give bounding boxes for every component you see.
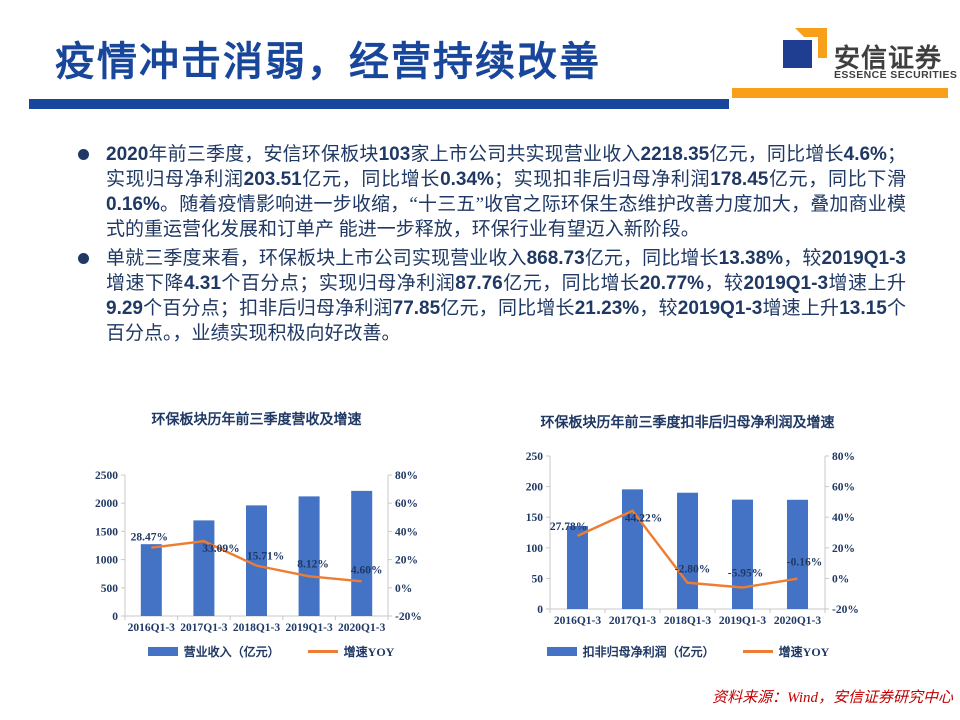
x-axis-label: 2020Q1-3 [338,622,386,634]
bullet-icon [78,149,89,160]
trend-line [577,509,798,589]
bullet-item: 单就三季度来看，环保板块上市公司实现营业收入868.73亿元，同比增长13.38… [76,246,906,346]
data-label: 27.78% [550,521,587,533]
data-label: -0.16% [787,557,822,569]
data-label: -2.80% [675,564,710,576]
right-axis-tick-label: 40% [395,526,418,538]
bar [732,499,753,609]
left-axis-tick-label: 1000 [95,555,118,567]
legend-item: 增速YOY [307,643,395,660]
x-axis-label: 2019Q1-3 [285,622,333,634]
right-axis-tick-label: 60% [832,482,855,494]
x-axis-label: 2017Q1-3 [609,615,657,627]
logo-name-en: ESSENCE SECURITIES [834,69,958,81]
x-axis-label: 2016Q1-3 [128,622,176,634]
legend-item: 扣非归母净利润（亿元） [546,643,715,660]
right-axis-tick-label: 80% [832,451,855,463]
company-logo: 安信证券 ESSENCE SECURITIES [783,27,957,83]
right-axis-tick-label: 80% [395,470,418,482]
right-axis-tick-label: 0% [832,573,849,585]
x-axis-label: 2016Q1-3 [554,615,602,627]
x-axis-label: 2018Q1-3 [233,622,281,634]
legend-label: 营业收入（亿元） [183,645,280,659]
legend-bar-swatch-icon [147,647,178,656]
trend-line [151,539,362,583]
chart-legend: 扣非归母净利润（亿元） 增速YOY [488,643,888,660]
x-axis-label: 2019Q1-3 [719,615,767,627]
right-axis-tick-label: 20% [832,543,855,555]
data-label: -5.95% [728,568,763,580]
right-axis-tick-label: 0% [395,583,412,595]
bullet-list: 2020年前三季度，安信环保板块103家上市公司共实现营业收入2218.35亿元… [76,142,906,350]
x-axis-label: 2020Q1-3 [774,615,822,627]
chart-canvas: 环保板块历年前三季度扣非后归母净利润及增速 0 50 100 150 200 250 -20%… [526,414,859,627]
chart-legend: 营业收入（亿元） 增速YOY [75,643,467,660]
legend-line-swatch-icon [307,650,338,653]
data-label: 28.47% [131,532,168,544]
logo-accent-bar [732,88,948,98]
legend-item: 增速YOY [742,643,830,660]
right-axis-tick-label: 20% [395,555,418,567]
data-source-note: 资料来源：Wind，安信证券研究中心 [712,690,953,706]
revenue-growth-chart: 环保板块历年前三季度营收及增速 0 500 1000 1500 2000 2500 -20% 0… [75,403,467,660]
left-axis-tick-label: 500 [101,583,119,595]
bar [298,496,320,616]
legend-line-swatch-icon [742,650,773,653]
right-axis-tick-label: 40% [832,512,855,524]
title-underline-bar [29,99,729,109]
legend-label: 增速YOY [778,645,830,659]
bar [622,489,643,609]
right-axis-tick-label: -20% [395,611,422,623]
data-label: 15.71% [247,551,284,563]
bullet-item: 2020年前三季度，安信环保板块103家上市公司共实现营业收入2218.35亿元… [76,142,906,242]
right-axis-tick-label: 60% [395,498,418,510]
bar [193,520,215,616]
left-axis-tick-label: 2500 [95,470,118,482]
x-axis-label: 2018Q1-3 [664,615,712,627]
bullet-text: 2020年前三季度，安信环保板块103家上市公司共实现营业收入2218.35亿元… [106,144,906,240]
bar [787,499,808,609]
chart-title: 环保板块历年前三季度营收及增速 [152,411,362,428]
chart-canvas: 环保板块历年前三季度营收及增速 0 500 1000 1500 2000 2500 -20% 0… [95,411,422,634]
left-axis-tick-label: 100 [526,543,544,555]
page-title: 疫情冲击消弱，经营持续改善 [55,40,601,84]
bar [677,492,698,609]
legend-item: 营业收入（亿元） [147,643,280,660]
logo-name-cn: 安信证券 [834,43,943,73]
data-label: 8.12% [297,558,329,570]
legend-bar-swatch-icon [546,647,577,656]
essence-cube-icon [783,28,827,68]
bar [567,526,588,609]
deducted-net-profit-growth-chart: 环保板块历年前三季度扣非后归母净利润及增速 0 50 100 150 200 250 -20%… [488,403,888,660]
data-label: 33.09% [202,543,239,555]
data-label: 44.22% [625,513,662,525]
left-axis-tick-label: 0 [112,611,118,623]
legend-label: 增速YOY [343,645,395,659]
data-label: 4.60% [351,564,383,576]
right-axis-tick-label: -20% [832,604,859,616]
left-axis-tick-label: 50 [532,573,544,585]
left-axis-tick-label: 250 [526,451,544,463]
x-axis-label: 2017Q1-3 [180,622,228,634]
bar [246,505,267,616]
bar [351,490,373,616]
bar [140,544,162,616]
left-axis-tick-label: 150 [526,512,544,524]
left-axis-tick-label: 0 [537,604,543,616]
left-axis-tick-label: 1500 [95,526,118,538]
chart-title: 环保板块历年前三季度扣非后归母净利润及增速 [541,414,835,431]
left-axis-tick-label: 200 [526,482,544,494]
left-axis-tick-label: 2000 [95,498,118,510]
legend-label: 扣非归母净利润（亿元） [582,645,715,659]
bullet-text: 单就三季度来看，环保板块上市公司实现营业收入868.73亿元，同比增长13.38… [106,248,906,344]
bullet-icon [78,253,89,264]
